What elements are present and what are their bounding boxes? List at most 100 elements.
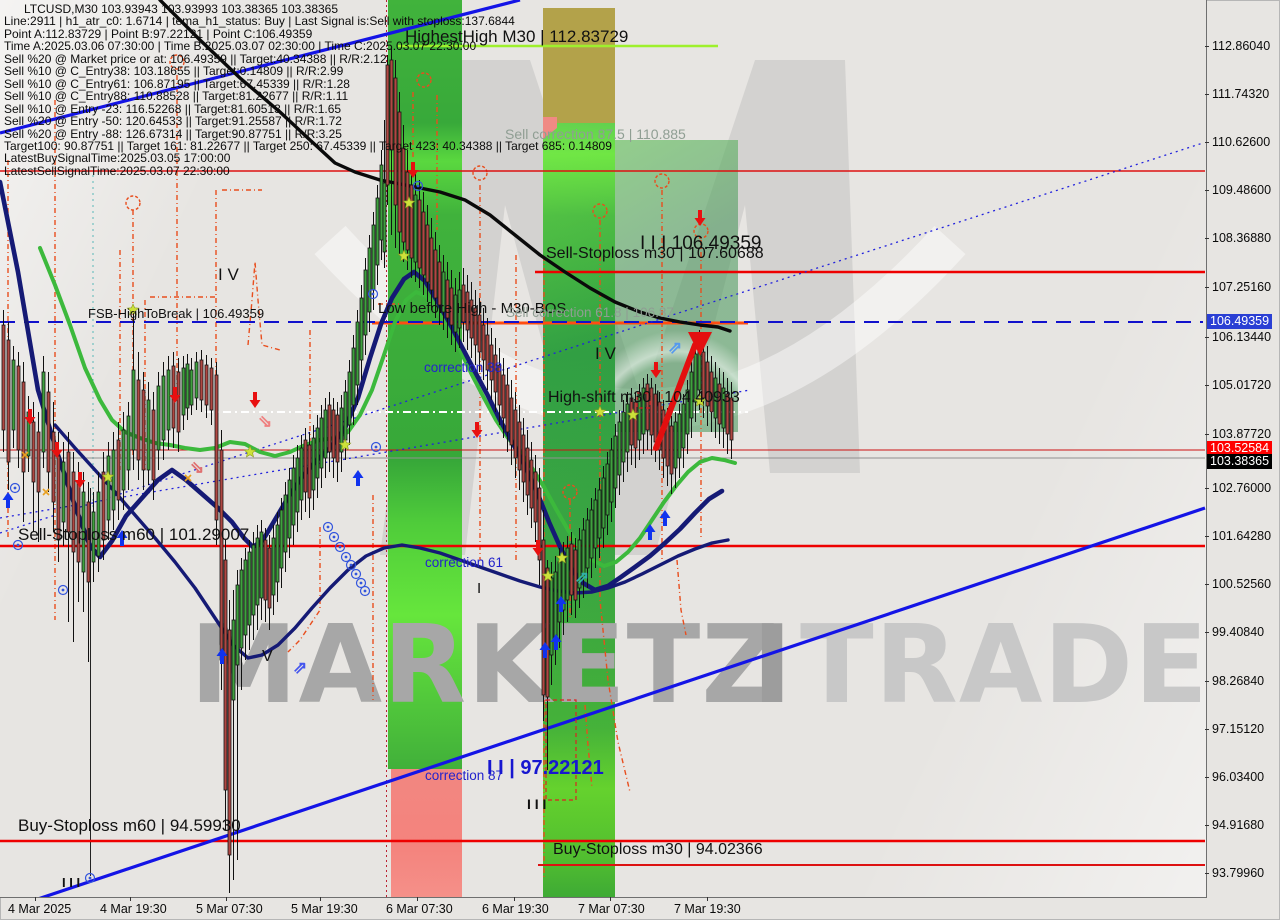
candle-up xyxy=(685,389,690,435)
candle-up xyxy=(166,369,171,431)
candle-down xyxy=(389,59,394,151)
price-tick-label: 98.26840 xyxy=(1212,674,1265,688)
price-badge: 103.52584 xyxy=(1207,441,1273,456)
candle-down xyxy=(533,471,538,523)
time-tick-mark xyxy=(417,897,418,901)
candle-down xyxy=(335,414,340,463)
price-tick-label: 103.87720 xyxy=(1212,427,1272,441)
candle-down xyxy=(16,365,21,451)
candle-down xyxy=(86,501,91,583)
candle-down xyxy=(219,449,224,661)
time-tick-label: 4 Mar 19:30 xyxy=(100,902,167,916)
star-marker-icon xyxy=(402,196,416,209)
chart-label: I I I 106.49359 xyxy=(640,233,762,254)
time-tick-mark xyxy=(226,897,227,901)
zone-olive xyxy=(543,8,615,123)
time-tick-label: 6 Mar 07:30 xyxy=(386,902,453,916)
candle-down xyxy=(509,397,514,446)
price-tick-label: 109.48600 xyxy=(1212,183,1272,197)
price-tick-mark xyxy=(1205,488,1209,489)
time-tick-mark xyxy=(610,897,611,901)
candle-up xyxy=(315,427,320,479)
candle-up xyxy=(279,509,284,569)
imbalance-circle-dot xyxy=(88,876,92,880)
candle-down xyxy=(101,471,106,541)
price-tick-mark xyxy=(1205,777,1209,778)
candle-down xyxy=(513,409,518,459)
atr-stop-loop xyxy=(169,54,185,70)
star-marker-icon xyxy=(626,408,640,421)
candle-up xyxy=(311,437,316,491)
candle-up xyxy=(319,417,324,469)
candle-up xyxy=(681,403,686,449)
price-axis[interactable]: 112.86040 111.74320 110.62600 109.48600 108.… xyxy=(1205,0,1280,897)
x-marker-icon xyxy=(42,488,50,496)
chart-label: I I | 97.22121 xyxy=(487,757,604,779)
candle-down xyxy=(449,287,454,326)
star-marker-icon xyxy=(101,470,115,483)
candle-down xyxy=(709,371,714,413)
chart-label: correction 87 xyxy=(425,768,504,783)
candle-down xyxy=(76,481,81,563)
candle-down xyxy=(204,364,209,406)
chart-label: I V xyxy=(218,265,239,284)
candle-up xyxy=(371,224,376,291)
chart-label: V xyxy=(262,648,273,665)
candle-up xyxy=(339,407,344,453)
info-line: LatestSellSignalTime:2025.03.07 22:30:00 xyxy=(4,163,230,178)
imbalance-circle-icon xyxy=(412,180,424,192)
sell-signal-arrow-icon xyxy=(407,162,419,178)
candle-up xyxy=(617,421,622,476)
imbalance-circle-icon xyxy=(359,585,371,597)
imbalance-circle-dot xyxy=(326,525,330,529)
candle-down xyxy=(303,439,308,493)
candle-up xyxy=(146,399,151,471)
time-tick-label: 5 Mar 19:30 xyxy=(291,902,358,916)
candle-down xyxy=(71,471,76,553)
price-tick-label: 100.52560 xyxy=(1212,577,1272,591)
candle-down xyxy=(573,549,578,601)
candle-down xyxy=(485,334,490,371)
price-tick-label: 96.03400 xyxy=(1212,770,1265,784)
candle-down xyxy=(729,397,734,441)
buy-signal-arrow-icon xyxy=(659,510,671,526)
chart-label: Buy-Stoploss m30 | 94.02366 xyxy=(553,841,763,858)
candle-up xyxy=(161,375,166,441)
imbalance-circle-icon xyxy=(334,541,346,553)
candle-up xyxy=(11,359,16,431)
candle-up xyxy=(625,403,630,453)
chart-label: I I I xyxy=(527,796,547,812)
candle-down xyxy=(433,249,438,299)
candle-up xyxy=(613,435,618,489)
candle-up xyxy=(181,367,186,416)
green-ma-line xyxy=(38,246,737,568)
price-tick-mark xyxy=(1205,337,1209,338)
imbalance-circle-dot xyxy=(374,445,378,449)
chart-canvas[interactable] xyxy=(0,0,1206,897)
candle-up xyxy=(589,509,594,559)
imbalance-circle-icon xyxy=(370,441,382,453)
star-marker-icon xyxy=(593,405,607,418)
chart-label: I V xyxy=(595,344,616,363)
candle-down xyxy=(116,439,121,501)
candle-up xyxy=(355,321,360,386)
price-tick-label: 97.15120 xyxy=(1212,722,1265,736)
candle-up xyxy=(41,371,46,453)
time-tick-label: 6 Mar 19:30 xyxy=(482,902,549,916)
candle-down xyxy=(705,361,710,407)
chart-label: correction 38 xyxy=(424,360,503,375)
candle-down xyxy=(477,314,482,353)
price-tick-mark xyxy=(1205,94,1209,95)
info-line: Sell %10 @ C_Entry61: 106.87195 || Targe… xyxy=(4,76,350,91)
candle-up xyxy=(121,429,126,491)
candle-down xyxy=(327,404,332,453)
x-marker-icon xyxy=(184,474,192,482)
candle-down xyxy=(645,383,650,431)
chart-label: Sell-Stoploss m60 | 101.29007 xyxy=(18,525,250,544)
star-marker-icon xyxy=(397,249,411,262)
price-badge: 106.49359 xyxy=(1207,314,1273,329)
candle-down xyxy=(481,324,486,361)
chart-plot-area[interactable]: MARKETZ I TRADE HighestHigh M30 | 112.83… xyxy=(0,0,1207,898)
atr-stop-loop xyxy=(125,195,141,211)
time-axis[interactable]: 4 Mar 2025 4 Mar 19:30 5 Mar 07:30 5 Mar 19… xyxy=(0,897,1280,920)
